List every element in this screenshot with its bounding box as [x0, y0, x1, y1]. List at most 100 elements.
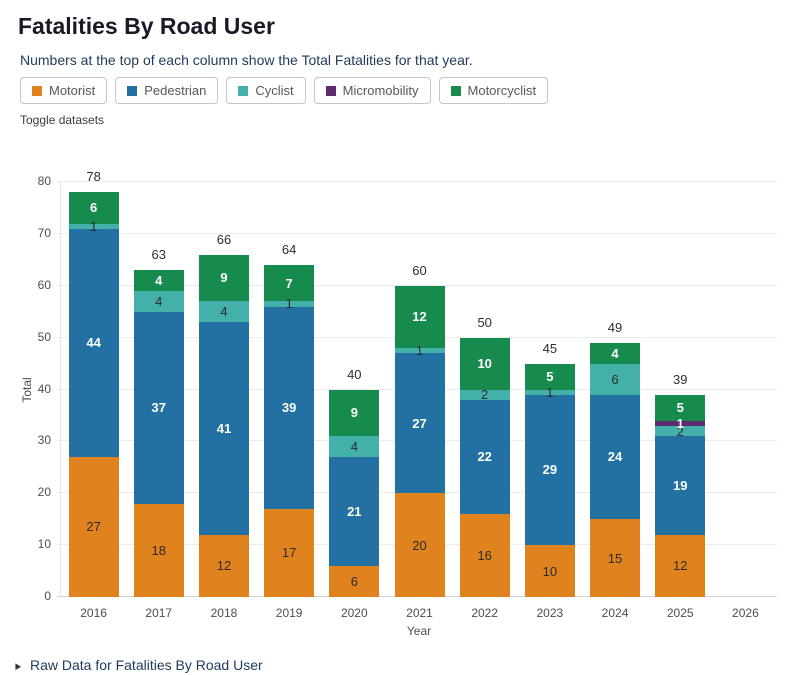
bar-segment-cyclist-2022[interactable]: 2 — [459, 387, 510, 403]
segment-value-label: 41 — [216, 420, 232, 436]
bar-segment-motorist-2016[interactable]: 27 — [68, 456, 119, 597]
bar-segment-motorist-2021[interactable]: 20 — [394, 493, 445, 597]
segment-value-label: 1 — [415, 343, 424, 359]
bar-segment-motorcyclist-2022[interactable]: 10 — [459, 337, 510, 390]
gridline-80 — [57, 181, 777, 182]
segment-value-label: 29 — [542, 462, 558, 478]
bar-segment-cyclist-2023[interactable]: 1 — [524, 386, 575, 399]
bar-segment-pedestrian-2018[interactable]: 41 — [198, 322, 249, 535]
bar-segment-pedestrian-2016[interactable]: 44 — [68, 228, 119, 457]
bar-segment-cyclist-2024[interactable]: 6 — [590, 363, 641, 395]
total-label-2016: 78 — [86, 169, 101, 185]
legend-button-motorist[interactable]: Motorist — [20, 77, 108, 104]
bar-segment-cyclist-2019[interactable]: 1 — [264, 297, 315, 310]
segment-value-label: 18 — [151, 542, 166, 558]
segment-value-label: 5 — [676, 400, 684, 416]
segment-value-label: 4 — [155, 293, 163, 309]
bar-segment-pedestrian-2024[interactable]: 24 — [590, 394, 641, 520]
total-label-2019: 64 — [281, 242, 297, 257]
bar-segment-pedestrian-2019[interactable]: 39 — [264, 306, 315, 509]
gridline-70 — [57, 232, 777, 234]
segment-value-label: 12 — [412, 309, 427, 325]
legend: Motorist Pedestrian Cyclist Micromobility Mo… — [20, 77, 800, 104]
bar-segment-pedestrian-2022[interactable]: 22 — [459, 399, 510, 514]
total-label-2024: 49 — [607, 319, 623, 335]
bar-segment-cyclist-2016[interactable]: 1 — [68, 220, 119, 233]
bar-segment-cyclist-2025[interactable]: 2 — [655, 423, 706, 439]
legend-swatch-pedestrian — [127, 85, 138, 96]
y-tick-label-50: 50 — [37, 329, 51, 344]
segment-value-label: 9 — [220, 270, 228, 286]
segment-value-label: 1 — [285, 296, 293, 312]
segment-value-label: 2 — [676, 423, 684, 439]
bar-segment-micromobility-2025[interactable]: 1 — [655, 417, 706, 430]
legend-button-pedestrian[interactable]: Pedestrian — [115, 77, 219, 104]
legend-button-motorcyclist[interactable]: Motorcyclist — [438, 77, 549, 104]
legend-button-micromobility[interactable]: Micromobility — [313, 77, 431, 104]
x-tick-label-2022: 2022 — [471, 606, 499, 620]
y-tick-label-40: 40 — [37, 381, 51, 396]
bar-segment-motorist-2020[interactable]: 6 — [329, 565, 380, 597]
x-tick-label-2026: 2026 — [732, 606, 759, 620]
bar-segment-pedestrian-2025[interactable]: 19 — [655, 436, 706, 535]
segment-value-label: 15 — [607, 550, 623, 566]
segment-value-label: 20 — [412, 537, 427, 553]
bar-segment-motorist-2023[interactable]: 10 — [524, 545, 575, 597]
y-tick-label-10: 10 — [37, 537, 51, 552]
bar-segment-motorist-2022[interactable]: 16 — [459, 514, 510, 597]
segment-value-label: 6 — [611, 371, 619, 387]
bar-segment-motorist-2017[interactable]: 18 — [133, 503, 184, 597]
legend-label-motorist: Motorist — [49, 83, 96, 98]
segment-value-label: 1 — [676, 415, 684, 431]
segment-value-label: 39 — [281, 400, 297, 416]
x-axis-title: Year — [406, 624, 432, 638]
bar-segment-motorcyclist-2024[interactable]: 4 — [590, 342, 641, 364]
bar-segment-motorcyclist-2020[interactable]: 9 — [329, 389, 380, 437]
x-tick-label-2019: 2019 — [275, 606, 303, 620]
x-tick-label-2016: 2016 — [80, 606, 107, 620]
bar-segment-motorcyclist-2018[interactable]: 9 — [198, 254, 249, 302]
segment-value-label: 44 — [86, 335, 101, 351]
bar-segment-motorist-2018[interactable]: 12 — [198, 534, 249, 597]
legend-swatch-motorcyclist — [450, 85, 461, 96]
bar-segment-cyclist-2020[interactable]: 4 — [329, 436, 380, 457]
segment-value-label: 7 — [285, 275, 293, 291]
y-tick-label-60: 60 — [37, 277, 51, 292]
bar-segment-motorist-2025[interactable]: 12 — [655, 534, 706, 597]
segment-value-label: 5 — [546, 369, 554, 385]
segment-value-label: 2 — [481, 387, 489, 403]
bar-segment-motorist-2019[interactable]: 17 — [264, 508, 315, 597]
segment-value-label: 6 — [350, 573, 358, 589]
bar-segment-cyclist-2018[interactable]: 4 — [198, 301, 249, 323]
bar-segment-pedestrian-2021[interactable]: 27 — [394, 353, 445, 494]
bar-segment-motorcyclist-2021[interactable]: 12 — [394, 285, 445, 348]
bar-segment-motorcyclist-2025[interactable]: 5 — [655, 394, 706, 421]
bar-segment-motorcyclist-2023[interactable]: 5 — [524, 363, 575, 390]
segment-value-label: 10 — [477, 356, 492, 372]
bar-segment-pedestrian-2023[interactable]: 29 — [524, 394, 575, 546]
x-tick-label-2021: 2021 — [406, 606, 433, 620]
bar-segment-pedestrian-2020[interactable]: 21 — [329, 456, 380, 566]
total-label-2017: 63 — [151, 247, 166, 263]
segment-value-label: 27 — [412, 415, 427, 431]
bar-segment-cyclist-2017[interactable]: 4 — [133, 290, 184, 312]
bar-segment-motorist-2024[interactable]: 15 — [590, 519, 641, 597]
bar-segment-motorcyclist-2017[interactable]: 4 — [133, 270, 184, 291]
bar-segment-cyclist-2021[interactable]: 1 — [394, 344, 445, 357]
page-title: Fatalities By Road User — [18, 13, 275, 39]
raw-data-details: Raw Data for Fatalities By Road User — [30, 657, 263, 673]
legend-swatch-cyclist — [238, 85, 249, 96]
legend-button-cyclist[interactable]: Cyclist — [226, 77, 306, 104]
segment-value-label: 22 — [477, 449, 492, 465]
total-label-2025: 39 — [672, 371, 688, 387]
x-tick-label-2025: 2025 — [666, 606, 694, 620]
bar-segment-motorcyclist-2016[interactable]: 6 — [68, 192, 119, 224]
x-tick-label-2023: 2023 — [536, 606, 564, 620]
segment-value-label: 21 — [347, 503, 362, 519]
x-tick-label-2017: 2017 — [145, 606, 173, 620]
total-label-2018: 66 — [216, 231, 232, 247]
raw-data-toggle[interactable]: Raw Data for Fatalities By Road User — [30, 657, 263, 673]
total-label-2021: 60 — [412, 262, 427, 278]
bar-segment-motorcyclist-2019[interactable]: 7 — [264, 265, 315, 302]
bar-segment-pedestrian-2017[interactable]: 37 — [133, 311, 184, 504]
